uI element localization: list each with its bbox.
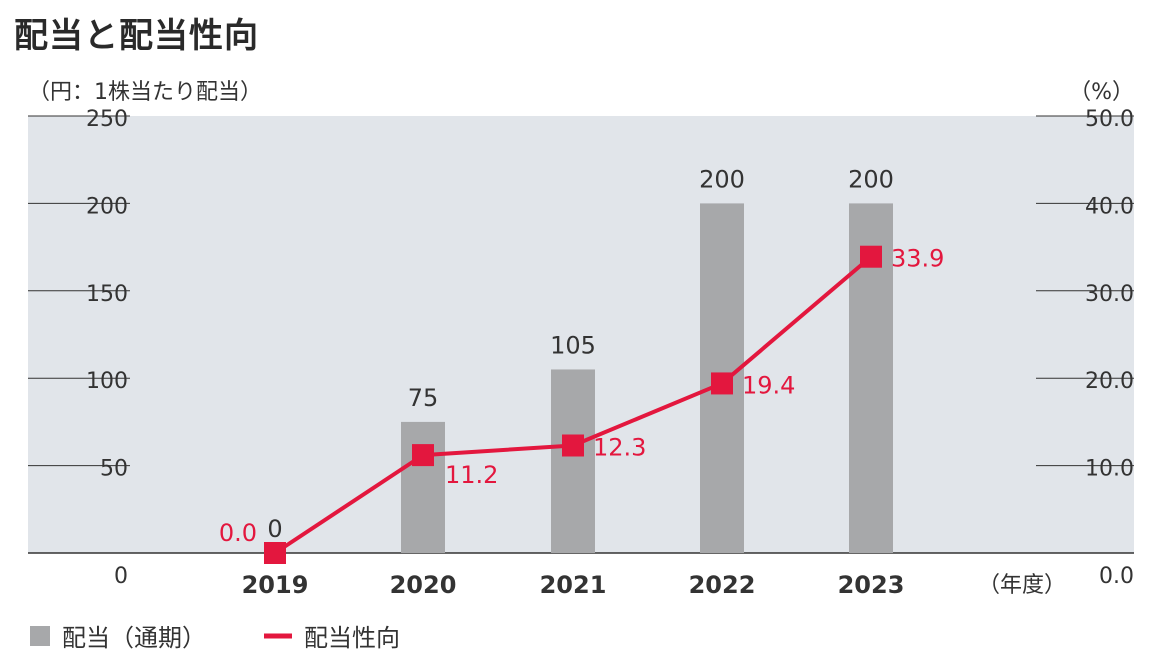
right-tick-label: 10.0	[1085, 457, 1134, 482]
left-tick-label: 200	[86, 194, 128, 219]
bar-value-label: 200	[699, 165, 745, 193]
bar-value-label: 75	[408, 384, 439, 412]
bar	[551, 369, 595, 553]
x-tick-label: 2020	[390, 571, 457, 599]
left-tick-label: 150	[86, 282, 128, 307]
ratio-value-label: 12.3	[593, 433, 646, 461]
left-tick-label: 0	[114, 564, 128, 589]
x-tick-label: 2023	[838, 571, 905, 599]
left-axis-unit: （円：1株当たり配当）	[28, 80, 262, 105]
ratio-value-label: 11.2	[445, 461, 498, 489]
ratio-marker	[711, 372, 733, 395]
x-axis-unit: （年度）	[978, 573, 1066, 598]
left-tick-label: 250	[86, 107, 128, 132]
legend: 配当（通期） 配当性向	[30, 624, 400, 652]
chart-title: 配当と配当性向	[14, 16, 259, 56]
legend-bar-label: 配当（通期）	[62, 624, 206, 652]
ratio-value-label: 0.0	[219, 519, 257, 547]
x-tick-label: 2022	[689, 571, 756, 599]
left-tick-label: 50	[100, 457, 128, 482]
right-tick-label: 50.0	[1085, 107, 1134, 132]
right-tick-label: 0.0	[1099, 564, 1134, 589]
ratio-marker	[860, 245, 882, 268]
legend-bar-swatch	[30, 626, 50, 646]
right-tick-label: 30.0	[1085, 282, 1134, 307]
bar-value-label: 0	[267, 515, 282, 543]
axis-layer: 0 50 100 150 200 250 0.0 10.0 20.0 30.0 40.0 50.0 20…	[86, 107, 1134, 599]
right-tick-label: 40.0	[1085, 194, 1134, 219]
line-layer	[264, 245, 882, 564]
x-tick-label: 2019	[242, 571, 309, 599]
ratio-marker	[264, 542, 286, 564]
right-tick-label: 20.0	[1085, 369, 1134, 394]
ratio-value-label: 33.9	[891, 245, 944, 273]
ratio-value-label: 19.4	[742, 371, 795, 399]
bar-value-label: 105	[550, 331, 596, 359]
ratio-marker	[412, 444, 434, 467]
right-axis-unit: （%）	[1069, 80, 1134, 105]
ratio-marker	[562, 434, 584, 457]
bar-value-label: 200	[848, 165, 894, 193]
left-tick-label: 100	[86, 369, 128, 394]
x-tick-label: 2021	[540, 571, 607, 599]
label-layer: 0 75 105 200 200 0.0 11.2 12.3 19.4 33.9	[219, 165, 945, 547]
legend-line-label: 配当性向	[304, 624, 400, 652]
bar	[401, 421, 445, 553]
